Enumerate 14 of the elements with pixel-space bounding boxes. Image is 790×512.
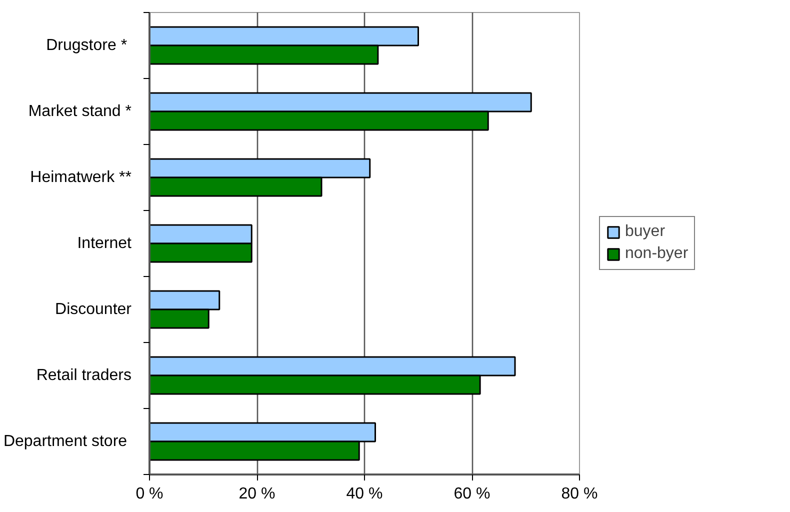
y-tick-label: Discounter [55,301,132,318]
y-tick-label: Department store [3,433,128,450]
x-tick-label: 40 % [346,486,383,502]
y-tick-label: Internet [77,235,132,252]
x-tick-label: 60 % [454,486,490,502]
x-tick-label: 20 % [238,486,276,502]
legend-label: buyer [625,223,666,241]
y-tick-label: Retail traders [36,367,132,384]
x-tick-label: 0 % [136,486,164,502]
y-tick-label: Drugstore * [46,37,128,54]
x-tick-label: 80 % [561,486,598,502]
y-tick-label: Market stand * [28,103,132,120]
y-tick-label: Heimatwerk ** [30,169,132,186]
legend-label: non-byer [625,245,688,263]
